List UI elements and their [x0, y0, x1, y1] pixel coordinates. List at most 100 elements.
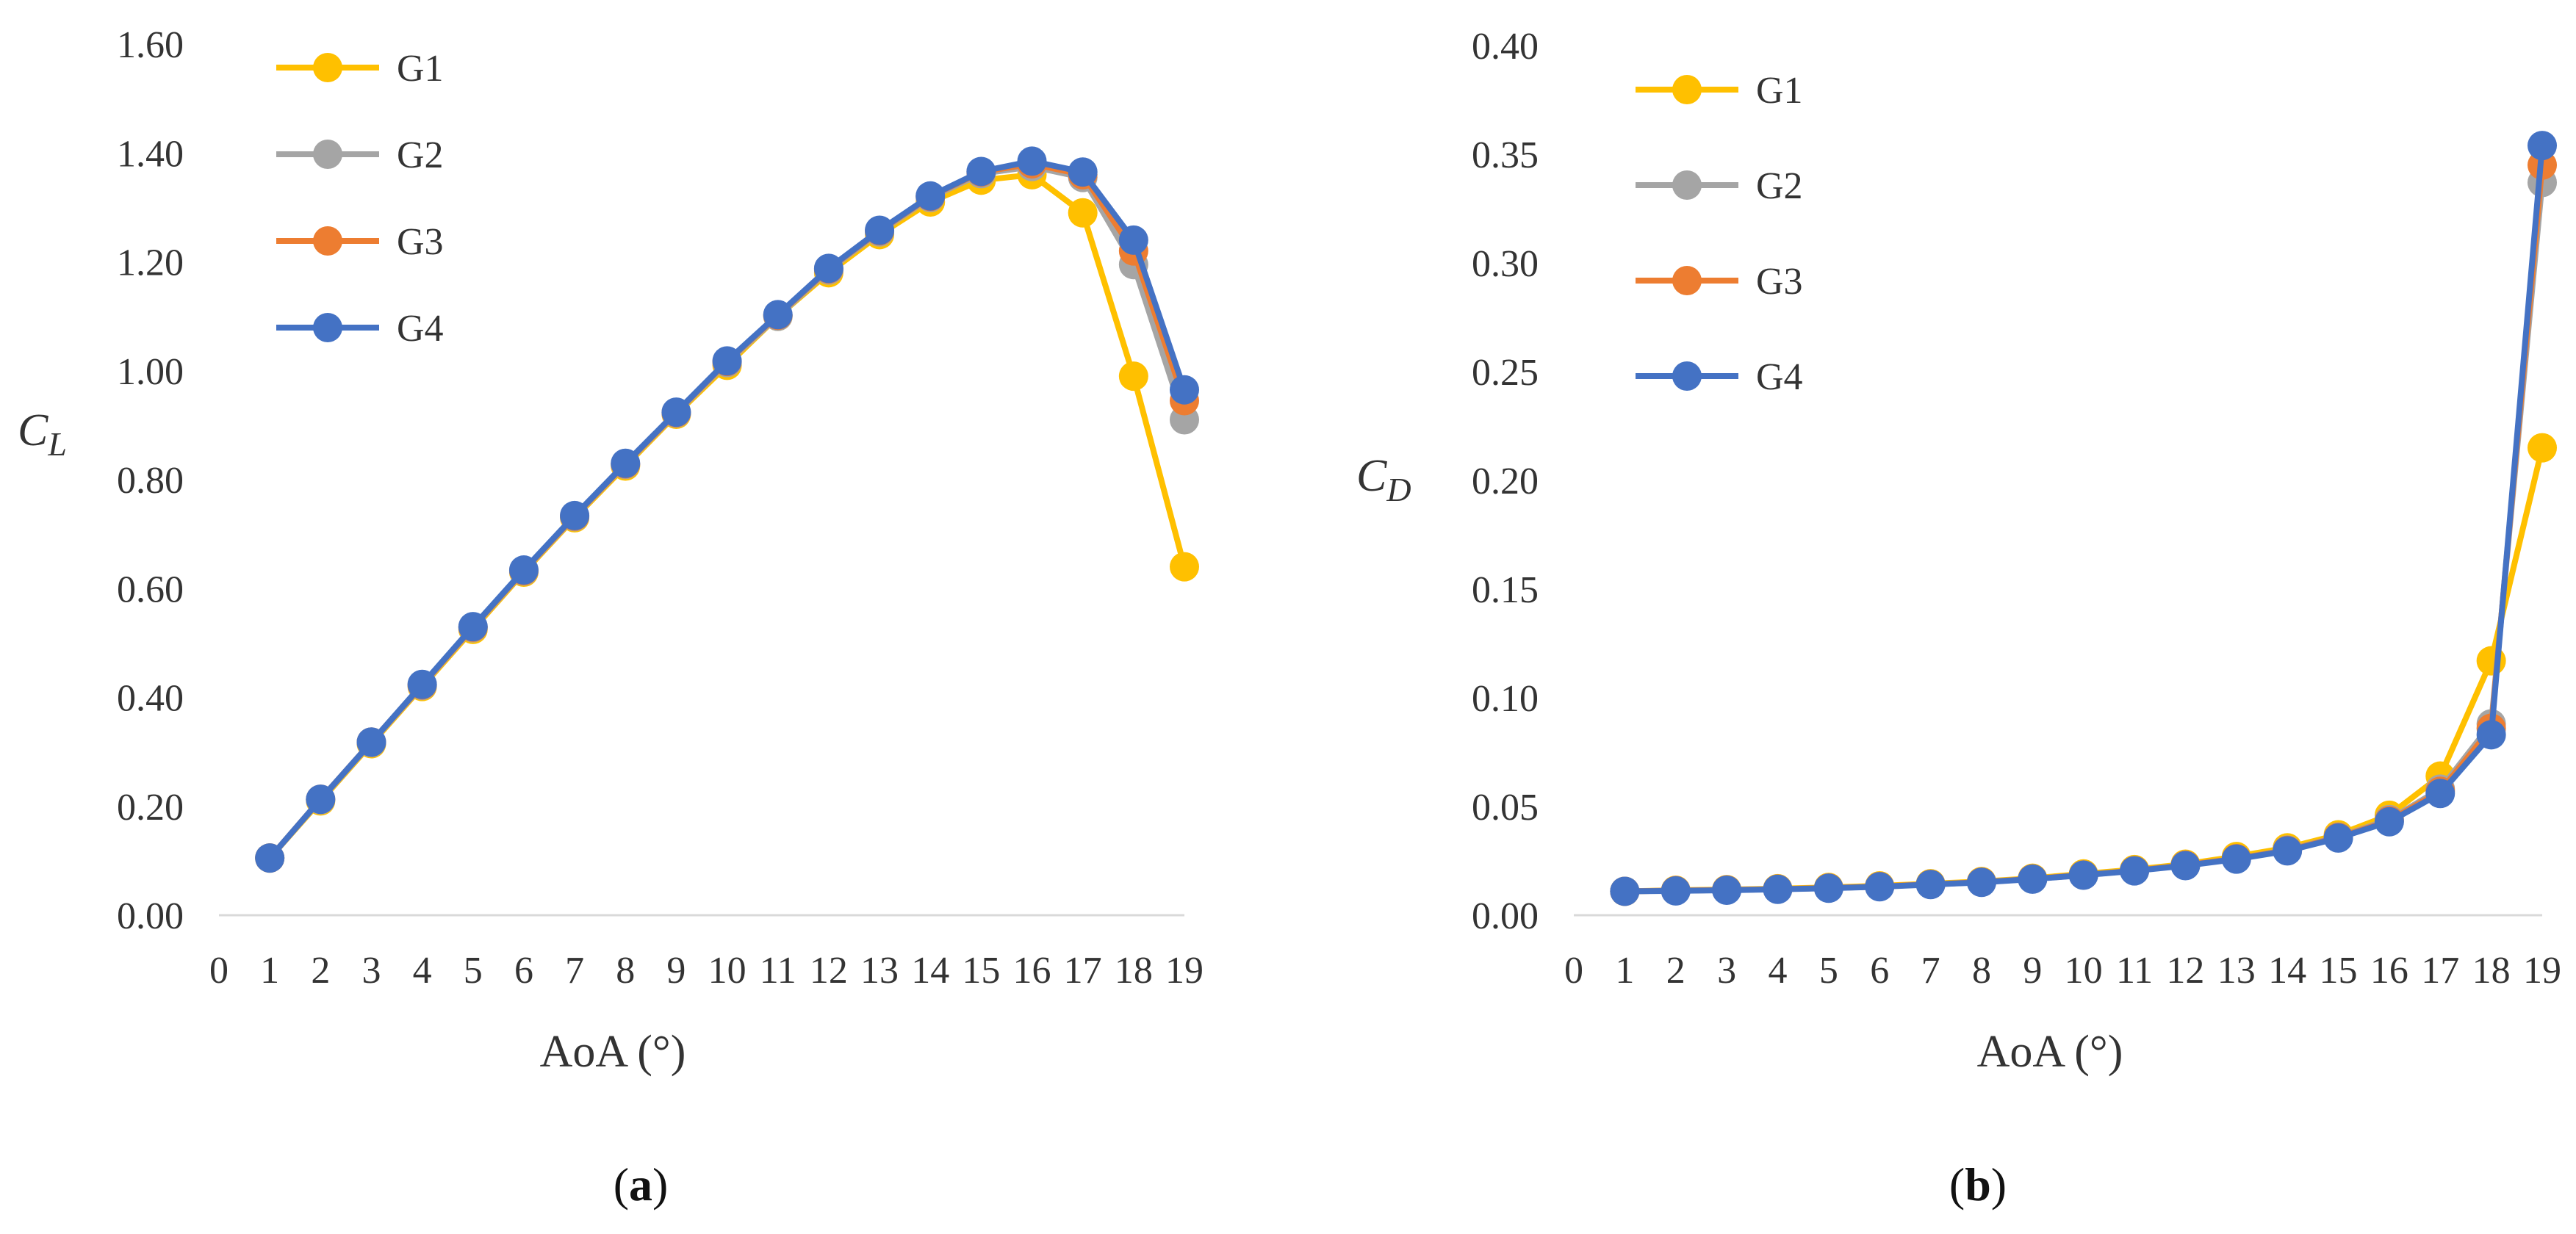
data-point-g4: [2170, 851, 2201, 881]
legend-item-g1: G1: [276, 48, 444, 90]
y-tick-label: 0.30: [1472, 243, 1539, 285]
data-point-g4: [2476, 720, 2506, 750]
x-tick-label: 0: [209, 950, 229, 992]
y-axis-label-b: CD: [1356, 451, 1411, 508]
legend-label: G2: [397, 134, 444, 176]
x-tick-label: 12: [810, 950, 848, 992]
data-point-g4: [356, 727, 386, 757]
x-tick-label: 14: [911, 950, 949, 992]
y-axis-label-a: CL: [18, 405, 67, 463]
series-line-g3: [267, 161, 1187, 862]
y-tick-label: 0.00: [1472, 895, 1539, 937]
data-point-g4: [407, 669, 437, 699]
y-tick-label: 0.20: [1472, 461, 1539, 502]
legend-swatch-marker: [313, 140, 342, 169]
y-axis-label-sub-b: D: [1386, 471, 1411, 508]
legend-item-g2: G2: [276, 134, 444, 176]
series-line-g4: [1622, 142, 2545, 895]
y-tick-label: 0.25: [1472, 352, 1539, 394]
y-axis-label-main-b: C: [1356, 451, 1387, 501]
data-point-g4: [306, 784, 336, 815]
x-tick-label: 17: [2421, 950, 2459, 992]
series-line-g1: [1622, 444, 2545, 895]
x-tick-label: 7: [1921, 950, 1940, 992]
y-tick-label: 0.15: [1472, 569, 1539, 611]
data-point-g1: [1170, 552, 1199, 582]
legend-label: G1: [397, 48, 444, 90]
data-point-g1: [2528, 433, 2557, 463]
x-tick-label: 18: [2472, 950, 2511, 992]
data-point-g4: [1170, 375, 1199, 405]
data-point-g4: [1966, 867, 1996, 898]
legend-label: G3: [1756, 261, 1803, 303]
x-tick-label: 0: [1564, 950, 1583, 992]
data-point-g4: [1763, 874, 1793, 904]
data-point-g4: [813, 253, 843, 284]
series-layer-b: [1610, 131, 2557, 906]
data-point-g4: [1017, 146, 1047, 176]
x-tick-label: 4: [413, 950, 432, 992]
x-tick-label: 16: [1013, 950, 1051, 992]
data-point-g4: [2068, 860, 2098, 890]
y-tick-label: 0.80: [117, 460, 184, 502]
data-point-g4: [2425, 779, 2456, 809]
x-tick-label: 8: [1972, 950, 1991, 992]
legend-a: G1 G2 G3 G4: [276, 48, 444, 350]
data-point-g4: [2120, 856, 2150, 886]
series-line-g4: [267, 158, 1187, 862]
data-point-g4: [1813, 873, 1843, 903]
x-tick-label: 11: [2116, 950, 2153, 992]
x-tick-label: 8: [616, 950, 635, 992]
x-tick-label: 5: [464, 950, 483, 992]
data-point-g1: [1068, 198, 1098, 228]
x-tick-label: 1: [1615, 950, 1634, 992]
x-tick-label: 5: [1819, 950, 1838, 992]
legend-b: G1 G2 G3 G4: [1636, 70, 1803, 398]
y-tick-labels-b: 0.00 0.05 0.10 0.15 0.20 0.25 0.30 0.35 0.40: [1472, 26, 1539, 937]
data-point-g4: [458, 612, 488, 642]
x-tick-label: 14: [2268, 950, 2306, 992]
x-tick-label: 7: [565, 950, 584, 992]
series-line-g2: [267, 163, 1187, 862]
data-point-g4: [1610, 876, 1640, 906]
y-tick-label: 0.05: [1472, 787, 1539, 829]
data-point-g4: [966, 156, 996, 187]
x-tick-label: 13: [860, 950, 899, 992]
series-line-g1: [267, 171, 1187, 862]
y-tick-label: 0.40: [117, 678, 184, 720]
y-tick-label: 0.10: [1472, 678, 1539, 720]
legend-item-g4: G4: [1636, 356, 1803, 398]
data-point-g4: [1712, 875, 1742, 905]
y-tick-label: 0.00: [117, 895, 184, 937]
data-point-g1: [2476, 646, 2506, 676]
x-tick-label: 10: [708, 950, 746, 992]
x-tick-label: 12: [2166, 950, 2204, 992]
data-point-g4: [712, 346, 742, 376]
x-tick-label: 6: [1870, 950, 1889, 992]
data-point-g4: [1865, 872, 1895, 902]
y-tick-label: 0.35: [1472, 134, 1539, 176]
x-tick-label: 2: [1666, 950, 1685, 992]
y-tick-label: 0.60: [117, 569, 184, 610]
legend-swatch-marker: [313, 226, 342, 256]
x-tick-label: 11: [760, 950, 796, 992]
legend-swatch-marker: [1672, 361, 1702, 391]
data-point-g4: [1068, 157, 1098, 187]
x-tick-label: 3: [1717, 950, 1736, 992]
caption-close-b: ): [1991, 1158, 2007, 1210]
y-tick-label: 1.40: [117, 133, 184, 175]
y-axis-label-main-a: C: [18, 405, 48, 455]
x-tick-label: 19: [1165, 950, 1204, 992]
caption-letter-b: b: [1965, 1158, 1991, 1210]
legend-label: G4: [1756, 356, 1803, 398]
x-tick-label: 10: [2065, 950, 2103, 992]
data-point-g4: [2273, 836, 2303, 866]
x-tick-label: 19: [2523, 950, 2561, 992]
panel-caption-b: (b): [1949, 1158, 2007, 1210]
data-point-g4: [2018, 864, 2048, 894]
data-point-g4: [2528, 131, 2557, 161]
data-point-g4: [508, 555, 539, 585]
x-tick-label: 9: [666, 950, 686, 992]
data-point-g4: [2221, 844, 2251, 874]
